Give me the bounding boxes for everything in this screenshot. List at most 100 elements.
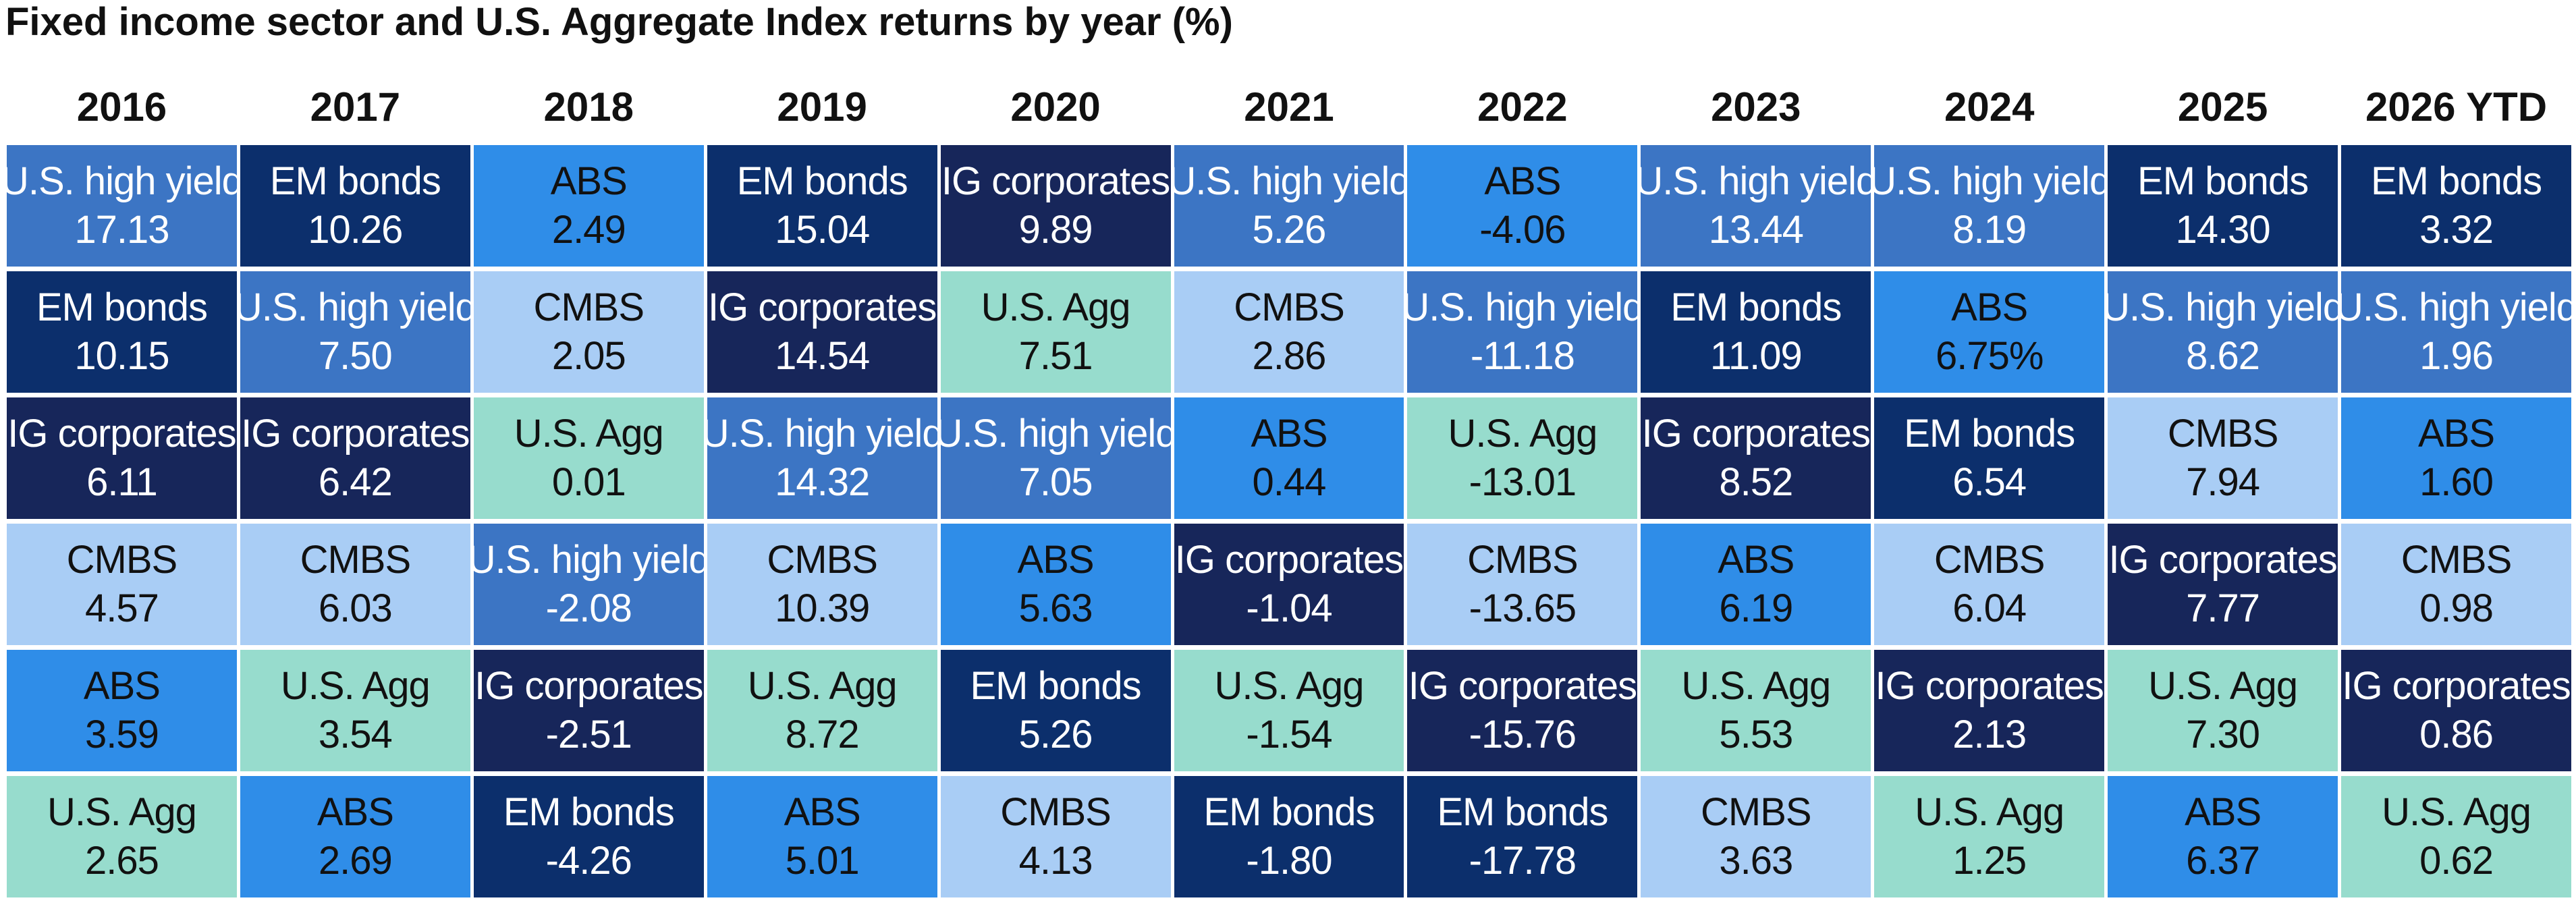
return-cell: U.S. high yield -2.08	[473, 524, 704, 645]
cell-return-value: 7.94	[2186, 460, 2260, 504]
cell-return-value: 14.32	[775, 460, 870, 504]
cell-return-value: 6.54	[1952, 460, 2027, 504]
year-header: 2017	[310, 84, 401, 130]
return-cell: U.S. Agg 7.30	[2108, 650, 2338, 771]
cell-sector-label: U.S. high yield	[940, 412, 1171, 455]
cell-return-value: 9.89	[1018, 208, 1093, 252]
return-cell: EM bonds 5.26	[940, 650, 1171, 771]
cell-sector-label: EM bonds	[2370, 159, 2542, 203]
cell-return-value: 14.54	[775, 334, 870, 378]
return-cell: EM bonds 15.04	[707, 145, 937, 267]
cell-return-value: 0.44	[1252, 460, 1327, 504]
cell-return-value: 5.26	[1018, 713, 1093, 756]
cell-sector-label: CMBS	[300, 538, 412, 582]
cell-sector-label: U.S. Agg	[514, 412, 664, 455]
cell-sector-label: IG corporates	[1641, 412, 1871, 455]
cell-sector-label: U.S. high yield	[240, 285, 470, 329]
cell-sector-label: IG corporates	[707, 285, 937, 329]
cell-sector-label: U.S. Agg	[1681, 664, 1831, 708]
cell-sector-label: U.S. Agg	[981, 285, 1131, 329]
cell-sector-label: ABS	[2185, 790, 2262, 834]
return-cell: U.S. Agg 0.62	[2341, 776, 2571, 897]
return-cell: CMBS 6.03	[240, 524, 470, 645]
returns-table: 2016 2017 2018 2019 2020 2021 2022 2023 2024 2025…	[7, 73, 2571, 897]
return-cell: ABS 5.63	[940, 524, 1171, 645]
return-cell: ABS 2.49	[473, 145, 704, 267]
return-cell: U.S. high yield 7.50	[240, 271, 470, 393]
return-cell: CMBS 4.13	[940, 776, 1171, 897]
cell-return-value: -1.04	[1246, 586, 1332, 630]
return-cell: IG corporates 6.11	[7, 397, 237, 519]
cell-return-value: 0.62	[2419, 839, 2494, 883]
return-cell: U.S. Agg -1.54	[1174, 650, 1404, 771]
return-cell: U.S. high yield 8.62	[2108, 271, 2338, 393]
cell-return-value: -2.51	[545, 713, 632, 756]
return-cell: EM bonds 10.26	[240, 145, 470, 267]
cell-sector-label: U.S. Agg	[47, 790, 197, 834]
return-cell: IG corporates -15.76	[1407, 650, 1638, 771]
return-cell: IG corporates 7.77	[2108, 524, 2338, 645]
cell-return-value: 6.04	[1952, 586, 2027, 630]
return-cell: EM bonds 6.54	[1874, 397, 2105, 519]
year-header: 2023	[1711, 84, 1801, 130]
cell-sector-label: U.S. Agg	[1214, 664, 1365, 708]
return-cell: U.S. Agg 0.01	[473, 397, 704, 519]
cell-return-value: 6.42	[318, 460, 393, 504]
cell-return-value: 6.37	[2186, 839, 2260, 883]
cell-sector-label: ABS	[1017, 538, 1095, 582]
cell-sector-label: CMBS	[533, 285, 645, 329]
cell-return-value: 8.19	[1952, 208, 2027, 252]
cell-sector-label: U.S. Agg	[2148, 664, 2298, 708]
year-header: 2019	[777, 84, 867, 130]
cell-return-value: -15.76	[1469, 713, 1577, 756]
year-header: 2021	[1244, 84, 1334, 130]
cell-sector-label: CMBS	[2401, 538, 2513, 582]
cell-return-value: -17.78	[1469, 839, 1577, 883]
cell-sector-label: ABS	[2418, 412, 2495, 455]
return-cell: U.S. Agg 3.54	[240, 650, 470, 771]
return-cell: U.S. high yield 1.96	[2341, 271, 2571, 393]
year-header: 2018	[543, 84, 634, 130]
return-cell: IG corporates 9.89	[940, 145, 1171, 267]
return-cell: U.S. high yield 17.13	[7, 145, 237, 267]
return-cell: ABS -4.06	[1407, 145, 1638, 267]
return-cell: U.S. high yield -11.18	[1407, 271, 1638, 393]
cell-sector-label: ABS	[784, 790, 861, 834]
cell-sector-label: ABS	[1718, 538, 1794, 582]
cell-sector-label: CMBS	[1000, 790, 1112, 834]
cell-return-value: -4.26	[545, 839, 632, 883]
cell-return-value: 10.15	[74, 334, 169, 378]
cell-return-value: 8.72	[785, 713, 860, 756]
return-cell: CMBS 0.98	[2341, 524, 2571, 645]
cell-sector-label: IG corporates	[241, 412, 470, 455]
cell-sector-label: U.S. Agg	[280, 664, 431, 708]
cell-return-value: 6.19	[1719, 586, 1793, 630]
cell-sector-label: EM bonds	[269, 159, 441, 203]
cell-sector-label: CMBS	[2167, 412, 2279, 455]
year-header: 2020	[1010, 84, 1101, 130]
cell-return-value: 14.30	[2175, 208, 2271, 252]
cell-return-value: 4.13	[1018, 839, 1093, 883]
cell-sector-label: CMBS	[1467, 538, 1579, 582]
return-cell: ABS 5.01	[707, 776, 937, 897]
cell-return-value: 7.30	[2186, 713, 2260, 756]
cell-return-value: 11.09	[1709, 334, 1803, 378]
cell-sector-label: EM bonds	[1670, 285, 1842, 329]
cell-return-value: 3.59	[85, 713, 159, 756]
cell-return-value: 17.13	[74, 208, 169, 252]
cell-sector-label: U.S. high yield	[1641, 159, 1871, 203]
cell-sector-label: U.S. Agg	[1915, 790, 2064, 834]
cell-return-value: -4.06	[1479, 208, 1566, 252]
cell-return-value: 5.63	[1018, 586, 1093, 630]
return-cell: CMBS 6.04	[1874, 524, 2105, 645]
cell-return-value: 7.05	[1018, 460, 1093, 504]
cell-return-value: 2.65	[85, 839, 159, 883]
return-cell: U.S. high yield 8.19	[1874, 145, 2105, 267]
cell-return-value: 3.32	[2419, 208, 2494, 252]
return-cell: EM bonds 10.15	[7, 271, 237, 393]
cell-return-value: 13.44	[1708, 208, 1804, 252]
year-header: 2025	[2177, 84, 2268, 130]
cell-sector-label: ABS	[1484, 159, 1561, 203]
cell-sector-label: U.S. high yield	[1407, 285, 1638, 329]
cell-return-value: 5.01	[785, 839, 860, 883]
